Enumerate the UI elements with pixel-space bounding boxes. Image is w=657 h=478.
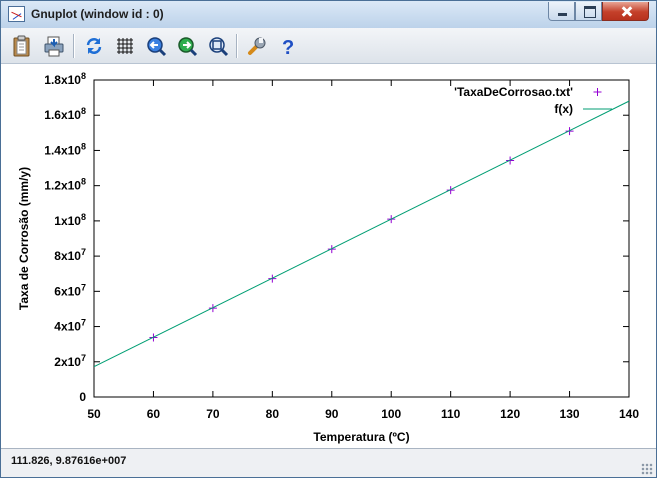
zoom-next-icon (178, 37, 198, 57)
wrench-icon (248, 37, 266, 55)
y-tick-label: 1.6x108 (44, 106, 86, 122)
toolbar-separator (73, 34, 75, 58)
refresh-icon (86, 38, 102, 54)
x-axis-label: Temperatura (ºC) (313, 430, 409, 444)
x-tick-label: 90 (325, 407, 339, 421)
x-tick-label: 50 (87, 407, 101, 421)
y-tick-label: 6x107 (54, 282, 86, 298)
x-tick-label: 130 (560, 407, 580, 421)
plot-border (93, 79, 630, 398)
legend-label: f(x) (554, 102, 573, 116)
zoom-fit-icon (209, 37, 229, 57)
help-button[interactable]: ? (275, 33, 301, 59)
replot-button[interactable] (81, 33, 107, 59)
zoom-previous-icon (147, 37, 167, 57)
x-tick-label: 110 (441, 407, 461, 421)
toolbar: ? (1, 28, 656, 64)
y-axis-label: Taxa de Corrosão (mm/y) (17, 167, 31, 310)
y-tick-label: 4x107 (54, 318, 86, 334)
maximize-icon (576, 2, 601, 20)
y-tick-label: 0 (79, 390, 86, 404)
print-button[interactable] (41, 33, 67, 59)
y-tick-label: 1.8x108 (44, 71, 86, 87)
x-tick-label: 80 (266, 407, 280, 421)
y-tick-label: 8x107 (54, 247, 86, 263)
x-tick-label: 100 (381, 407, 401, 421)
close-icon (603, 2, 648, 20)
x-tick-label: 140 (619, 407, 639, 421)
plot-area[interactable]: 50 60 70 80 90 100 110 120 130 140 0 2x107 4x107 6x10… (1, 64, 656, 448)
close-button[interactable] (602, 2, 649, 21)
status-bar: 111.826, 9.87616e+007 (1, 448, 656, 477)
help-icon: ? (282, 37, 294, 57)
fit-line (94, 100, 629, 368)
zoom-next-button[interactable] (174, 33, 200, 59)
cursor-coordinates: 111.826, 9.87616e+007 (11, 455, 127, 467)
legend-point-sample (593, 88, 602, 96)
autoscale-button[interactable] (205, 33, 231, 59)
svg-text:?: ? (282, 37, 294, 57)
y-tick-label: 1.2x108 (44, 177, 86, 193)
y-tick-label: 1x108 (54, 212, 86, 228)
window-title: Gnuplot (window id : 0) (31, 7, 164, 21)
resize-grip[interactable] (641, 463, 653, 475)
title-bar[interactable]: Gnuplot (window id : 0) (1, 1, 656, 28)
zoom-previous-button[interactable] (143, 33, 169, 59)
legend-label: 'TaxaDeCorrosao.txt' (454, 85, 573, 99)
chart-canvas[interactable]: 50 60 70 80 90 100 110 120 130 140 0 2x107 4x107 6x10… (1, 64, 656, 448)
printer-icon (44, 36, 64, 57)
minimize-button[interactable] (548, 2, 575, 21)
maximize-button[interactable] (575, 2, 602, 21)
grid-icon (117, 38, 133, 54)
x-tick-label: 60 (147, 407, 161, 421)
minimize-icon (549, 2, 574, 20)
clipboard-icon (13, 35, 30, 57)
y-tick-label: 1.4x108 (44, 141, 86, 157)
toggle-grid-button[interactable] (112, 33, 138, 59)
gnuplot-app-icon[interactable] (8, 6, 25, 22)
options-button[interactable] (244, 33, 270, 59)
toolbar-separator (236, 34, 238, 58)
x-tick-label: 70 (206, 407, 220, 421)
copy-to-clipboard-button[interactable] (9, 33, 35, 59)
y-tick-label: 2x107 (54, 353, 86, 369)
x-tick-label: 120 (500, 407, 520, 421)
